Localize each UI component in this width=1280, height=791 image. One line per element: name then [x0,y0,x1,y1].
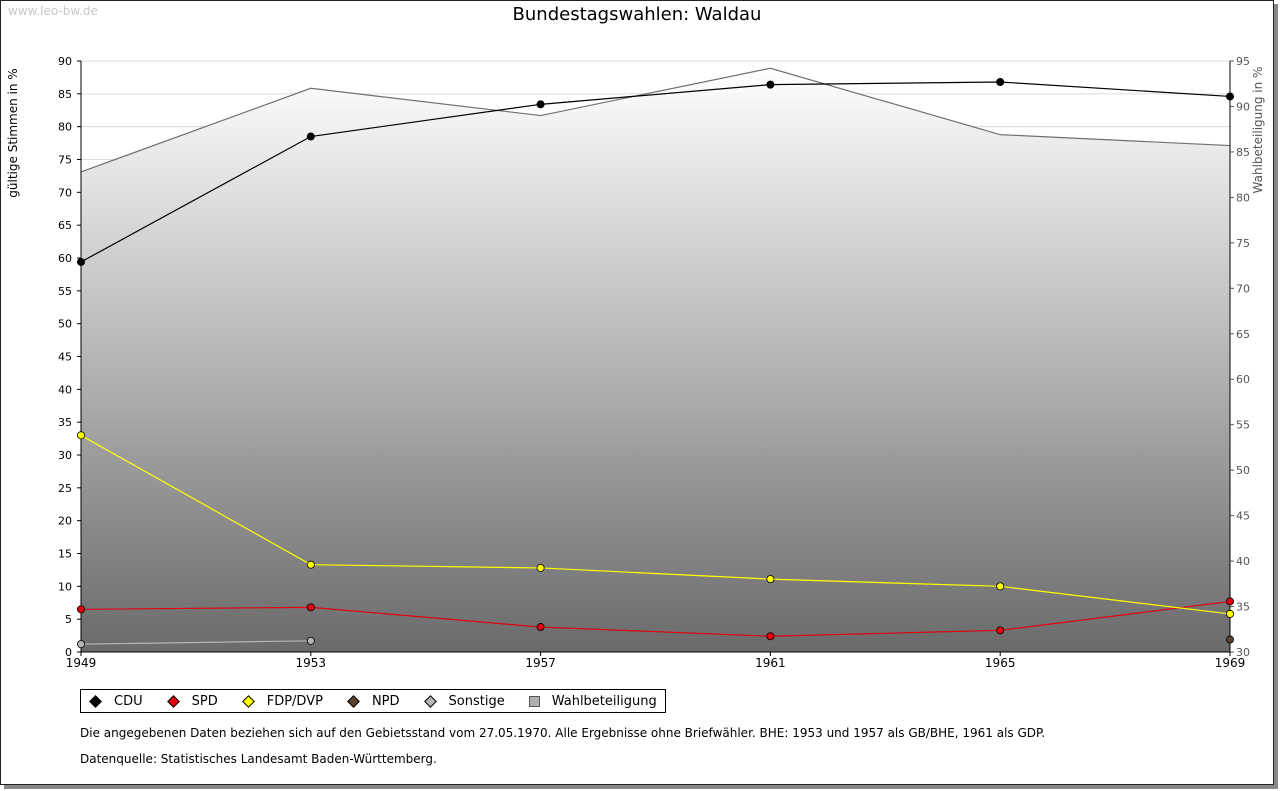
y-tick-label-left: 5 [65,613,72,626]
data-point-spd [996,626,1005,635]
data-point-sonstige [77,640,86,649]
x-tick-label: 1965 [985,656,1016,670]
y-tick-label-right: 65 [1236,328,1250,341]
y-tick-label-right: 95 [1236,55,1250,68]
y-tick-label-left: 10 [58,580,72,593]
x-tick-label: 1961 [755,656,786,670]
y-tick-label-right: 30 [1236,646,1250,659]
y-tick-label-right: 70 [1236,282,1250,295]
data-point-fdp-dvp [766,575,775,584]
legend-label: NPD [371,693,400,709]
legend-marker-npd [347,694,360,708]
turnout-line [80,67,1231,173]
watermark: www.leo-bw.de [8,4,98,18]
note-datenquelle: Datenquelle: Statistisches Landesamt Bad… [80,752,437,766]
data-point-cdu [1226,92,1235,101]
data-point-sonstige [306,636,315,645]
chart-title: Bundestagswahlen: Waldau [512,4,762,25]
series-line-cdu [80,81,1231,263]
data-point-npd [1226,635,1235,644]
data-point-spd [536,623,545,632]
y-tick-label-right: 45 [1236,510,1250,523]
y-tick-label-left: 65 [58,219,72,232]
data-point-fdp-dvp [77,431,86,440]
legend-label: Wahlbeteiligung [551,693,657,709]
turnout-area [81,68,1230,652]
y-tick-label-left: 55 [58,285,72,298]
y-tick-label-left: 45 [58,351,72,364]
y-tick-label-left: 90 [58,55,72,68]
y-tick-label-left: 85 [58,88,72,101]
series-line-spd [80,600,1231,637]
y-tick-label-right: 40 [1236,555,1250,568]
y-tick-label-left: 30 [58,449,72,462]
y-tick-label-left: 25 [58,482,72,495]
series-line-sonstige [80,640,311,645]
x-tick-label: 1957 [525,656,556,670]
legend-label: Sonstige [448,693,505,709]
data-point-cdu [766,80,775,89]
x-tick-label: 1969 [1215,656,1246,670]
legend-label: SPD [191,693,218,709]
y-tick-label-left: 0 [65,646,72,659]
x-tick-label: 1949 [66,656,97,670]
y-tick-label-right: 35 [1236,601,1250,614]
y-tick-label-right: 55 [1236,419,1250,432]
data-point-fdp-dvp [536,563,545,572]
legend-marker-sonstige [423,694,437,708]
data-point-cdu [306,132,315,141]
y-tick-label-right: 85 [1236,146,1250,159]
y-tick-label-right: 80 [1236,191,1250,204]
legend-item-wahlbeteiligung: Wahlbeteiligung [525,694,657,709]
legend: CDU SPD FDP/DVP NPD Sonstige Wahlbeteiligung [80,689,666,713]
data-point-cdu [77,257,86,266]
legend-marker-fdp-dvp [241,694,255,708]
legend-marker-spd [166,694,180,708]
y-tick-label-right: 60 [1236,373,1250,386]
y-tick-label-right: 75 [1236,237,1250,250]
legend-item-npd: NPD [343,694,400,709]
y-tick-label-left: 60 [58,252,72,265]
legend-item-fdp-dvp: FDP/DVP [238,694,323,709]
x-tick-label: 1953 [296,656,327,670]
legend-marker-wahlbeteiligung [528,695,540,707]
legend-label: CDU [114,693,143,709]
y-axis-label-right: Wahlbeteiligung in % [1251,67,1265,194]
y-axis-label-left: gültige Stimmen in % [6,68,20,197]
y-tick-label-right: 90 [1236,100,1250,113]
y-tick-label-left: 20 [58,515,72,528]
note-gebietsstand: Die angegebenen Daten beziehen sich auf … [80,726,1046,740]
data-point-spd [306,603,315,612]
y-tick-label-left: 40 [58,383,72,396]
data-point-spd [77,605,86,614]
axis-layer: 0 5 10 15 20 25 30 35 40 45 50 55 60 65 70 75 80 85 90 30 35… [58,55,1250,670]
y-tick-label-left: 75 [58,154,72,167]
y-tick-label-left: 15 [58,548,72,561]
series-line-fdp-dvp [80,434,1231,615]
legend-item-sonstige: Sonstige [420,694,505,709]
data-point-fdp-dvp [306,560,315,569]
series-layer [77,78,1235,649]
data-point-fdp-dvp [1226,609,1235,618]
legend-item-spd: SPD [163,694,218,709]
turnout-area-layer [80,67,1231,652]
legend-label: FDP/DVP [266,693,323,709]
y-tick-label-left: 70 [58,186,72,199]
y-tick-label-left: 35 [58,416,72,429]
legend-marker-cdu [89,694,102,708]
data-point-spd [1226,597,1235,606]
data-point-spd [766,632,775,641]
y-tick-label-left: 50 [58,318,72,331]
data-point-fdp-dvp [996,582,1005,591]
data-point-cdu [536,100,545,109]
y-tick-label-right: 50 [1236,464,1250,477]
legend-item-cdu: CDU [85,694,143,709]
data-point-cdu [996,78,1005,87]
y-tick-label-left: 80 [58,121,72,134]
